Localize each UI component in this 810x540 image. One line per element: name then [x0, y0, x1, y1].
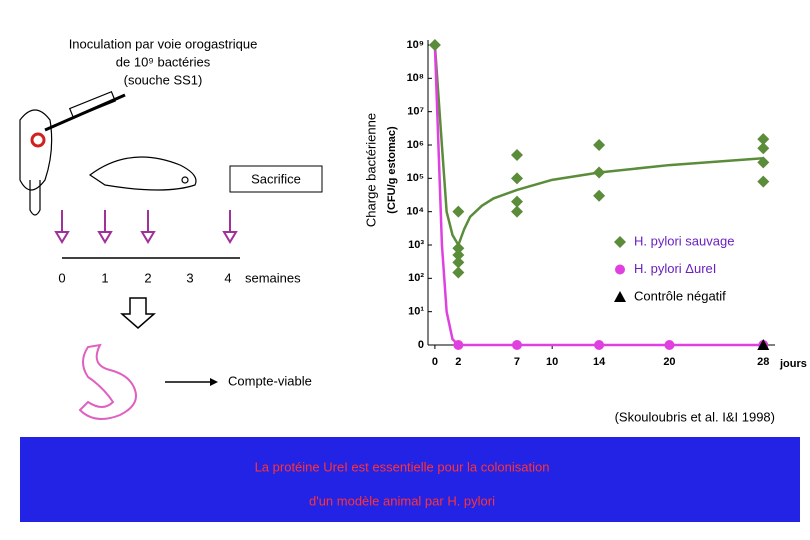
mouse-illustration — [19, 90, 197, 216]
x-axis-label: jours — [779, 358, 807, 370]
x-tick-label: 10 — [546, 356, 558, 368]
point — [510, 195, 523, 208]
point — [428, 39, 441, 51]
y-tick-label: 10⁸ — [407, 72, 424, 84]
y-tick-label: 10² — [408, 272, 424, 284]
y-tick-label: 10⁹ — [407, 39, 424, 51]
y-tick-label: 0 — [418, 339, 424, 351]
point — [757, 142, 770, 155]
x-tick-label: 20 — [663, 356, 675, 368]
point — [452, 266, 465, 279]
fit-curve — [433, 44, 764, 248]
week-arrows — [54, 210, 238, 244]
legend-label: Contrôle négatif — [634, 288, 726, 303]
sacrifice-box — [229, 165, 323, 193]
point — [510, 149, 523, 162]
point — [757, 175, 770, 188]
legend-marker — [614, 291, 626, 302]
protocol-title: de 10⁹ bactéries — [116, 54, 211, 69]
legend-marker — [614, 236, 626, 248]
point — [593, 189, 606, 202]
point — [453, 340, 464, 350]
y-axis-sublabel: (CFU/g estomac) — [386, 126, 398, 214]
point — [452, 205, 465, 218]
sacrifice-label: Sacrifice — [251, 171, 301, 186]
stomach — [78, 343, 137, 420]
x-tick-label: 0 — [432, 356, 438, 368]
legend-marker — [615, 264, 625, 275]
point — [452, 256, 465, 269]
banner — [20, 437, 800, 522]
down-arrow — [120, 297, 156, 329]
point — [593, 166, 606, 179]
x-tick-label: 28 — [757, 356, 769, 368]
week-unit: semaines — [245, 270, 301, 285]
y-tick-label: 10¹ — [408, 306, 424, 318]
point — [511, 340, 522, 350]
point — [510, 205, 523, 218]
y-tick-label: 10³ — [408, 239, 424, 251]
x-tick-label: 14 — [593, 356, 606, 368]
legend-label: H. pylori sauvage — [634, 233, 734, 248]
point — [757, 133, 770, 146]
y-tick-label: 10⁵ — [407, 172, 424, 184]
week-tick: 4 — [224, 270, 231, 285]
banner-text: La protéine UreI est essentielle pour la… — [255, 459, 550, 474]
y-tick-label: 10⁶ — [407, 139, 424, 151]
banner-text: d'un modèle animal par H. pylori — [309, 493, 495, 508]
week-tick: 2 — [144, 270, 151, 285]
x-tick-label: 2 — [455, 356, 461, 368]
point — [510, 172, 523, 185]
citation: (Skouloubris et al. I&I 1998) — [615, 409, 775, 424]
y-tick-label: 10⁷ — [407, 106, 424, 118]
week-tick: 1 — [101, 270, 108, 285]
point — [757, 156, 770, 169]
point — [664, 340, 675, 350]
arrow-head — [210, 378, 218, 386]
y-tick-label: 10⁴ — [406, 206, 424, 218]
point — [594, 340, 605, 350]
protocol-title: Inoculation par voie orogastrique — [69, 36, 258, 51]
point — [593, 139, 606, 151]
week-tick: 3 — [186, 270, 193, 285]
legend-label: H. pylori ΔureI — [634, 261, 716, 276]
count-label: Compte-viable — [228, 373, 312, 388]
y-axis-label: Charge bactérienne — [363, 113, 378, 227]
week-tick: 0 — [58, 270, 65, 285]
point — [452, 242, 465, 255]
x-tick-label: 7 — [514, 356, 520, 368]
point — [757, 339, 770, 350]
protocol-title: (souche SS1) — [124, 72, 203, 87]
point — [452, 249, 465, 262]
